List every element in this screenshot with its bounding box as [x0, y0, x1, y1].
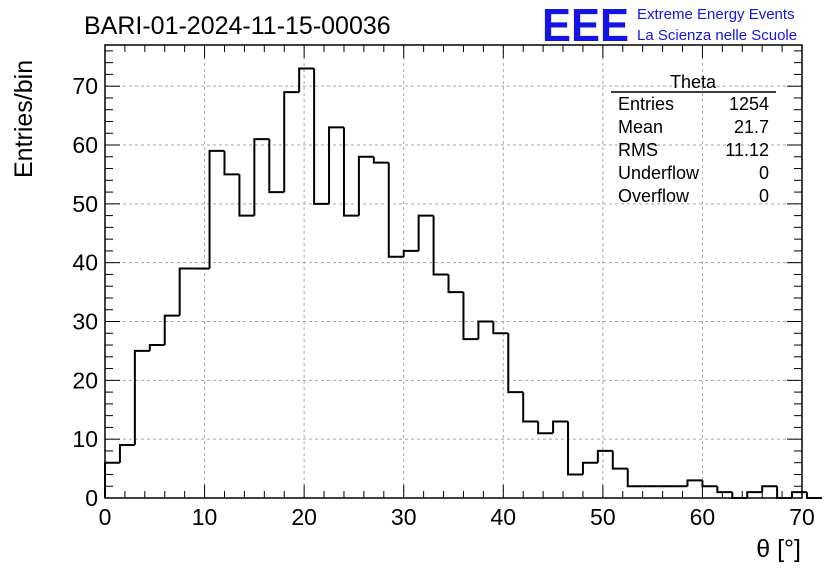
histogram-bin	[432, 215, 449, 276]
stats-rows: Entries 1254 Mean 21.7 RMS 11.12 Underflow 0 Ove…	[618, 94, 769, 206]
histogram-bin	[178, 267, 195, 316]
y-axis-title: Entries/bin	[10, 60, 38, 178]
histogram-bin	[522, 392, 539, 423]
histogram-bin	[163, 314, 180, 346]
tick-layer	[104, 45, 803, 499]
histogram-bin	[611, 450, 628, 470]
histogram-bin	[313, 68, 330, 205]
histogram-bin	[357, 155, 374, 216]
histogram-bin	[596, 449, 613, 463]
histogram-bin	[417, 214, 434, 251]
histogram-bin	[626, 468, 643, 488]
stats-label: Mean	[618, 117, 663, 137]
x-axis-title: θ [°]	[756, 535, 801, 563]
eee-logo: EEE Extreme Energy Events La Scienza nel…	[542, 0, 797, 51]
histogram-bin	[372, 156, 389, 164]
histogram-bin	[238, 174, 255, 217]
stats-value: 11.12	[725, 140, 769, 160]
plot-frame	[104, 44, 803, 499]
histogram-bin	[791, 491, 807, 498]
tick-label-layer: 0 10 20 30 40 50 60 70 0 10 20 30 40 50 60 70	[72, 73, 814, 530]
histogram-bin	[462, 292, 479, 341]
histogram-bin	[492, 321, 509, 335]
histogram-bin	[298, 67, 315, 93]
histogram-bin	[342, 127, 359, 217]
histogram-bin	[805, 492, 822, 499]
histogram-bin	[268, 139, 285, 194]
y-tick-label: 10	[72, 426, 98, 452]
histogram-bin	[776, 486, 793, 499]
x-tick-label: 60	[690, 504, 716, 530]
y-tick-label: 70	[72, 73, 98, 99]
histogram-bin	[328, 126, 344, 204]
y-tick-label: 50	[72, 191, 98, 217]
histogram-bin	[283, 91, 300, 193]
eee-logo-mark: EEE	[542, 0, 629, 51]
histogram-bin	[208, 149, 225, 269]
x-tick-label: 0	[99, 504, 112, 530]
histogram-bin	[477, 320, 494, 340]
histogram-bin	[731, 492, 748, 499]
stats-title: Theta	[670, 72, 717, 92]
y-tick-label: 60	[72, 132, 98, 158]
stats-label: Entries	[618, 94, 674, 114]
x-tick-label: 20	[291, 504, 317, 530]
y-tick-label: 30	[72, 309, 98, 335]
histogram-bin	[761, 485, 778, 493]
chart-title: BARI-01-2024-11-15-00036	[84, 12, 391, 40]
stats-box: Theta Entries 1254 Mean 21.7 RMS 11.12 Underfl…	[611, 72, 776, 206]
histogram-bin	[716, 486, 733, 494]
histogram-bin	[537, 421, 554, 435]
x-tick-label: 10	[192, 504, 218, 530]
stats-value: 1254	[729, 94, 769, 114]
histogram-bin	[746, 491, 763, 498]
y-tick-label: 0	[85, 485, 98, 511]
histogram-bin	[118, 444, 135, 463]
x-tick-label: 50	[590, 504, 616, 530]
histogram-bin	[567, 421, 583, 476]
histogram-bin	[104, 461, 120, 498]
histogram-bin	[552, 420, 569, 434]
histogram-bin	[701, 480, 718, 488]
histogram-bin	[133, 349, 150, 446]
stats-label: Overflow	[618, 186, 690, 206]
histogram-bin	[402, 249, 419, 257]
x-tick-label: 70	[789, 504, 815, 530]
grid-layer	[105, 45, 802, 498]
histogram-bin	[253, 138, 270, 216]
histogram-bin	[686, 479, 703, 487]
histogram-bin	[447, 274, 464, 294]
histogram-bin	[507, 333, 524, 394]
histogram-bin	[387, 162, 404, 258]
stats-label: Underflow	[618, 163, 700, 183]
x-tick-label: 30	[391, 504, 417, 530]
eee-logo-line2: La Scienza nelle Scuole	[637, 27, 797, 44]
stats-value: 0	[759, 163, 769, 183]
stats-label: RMS	[618, 140, 658, 160]
y-tick-label: 40	[72, 250, 98, 276]
eee-logo-line1: Extreme Energy Events	[637, 6, 795, 23]
histogram-bin	[223, 150, 240, 176]
histogram-layer	[104, 67, 822, 499]
histogram-bin	[148, 344, 165, 351]
y-tick-label: 20	[72, 367, 98, 393]
stats-value: 0	[759, 186, 769, 206]
stats-value: 21.7	[734, 117, 769, 137]
histogram-bin	[581, 461, 598, 475]
x-tick-label: 40	[490, 504, 516, 530]
